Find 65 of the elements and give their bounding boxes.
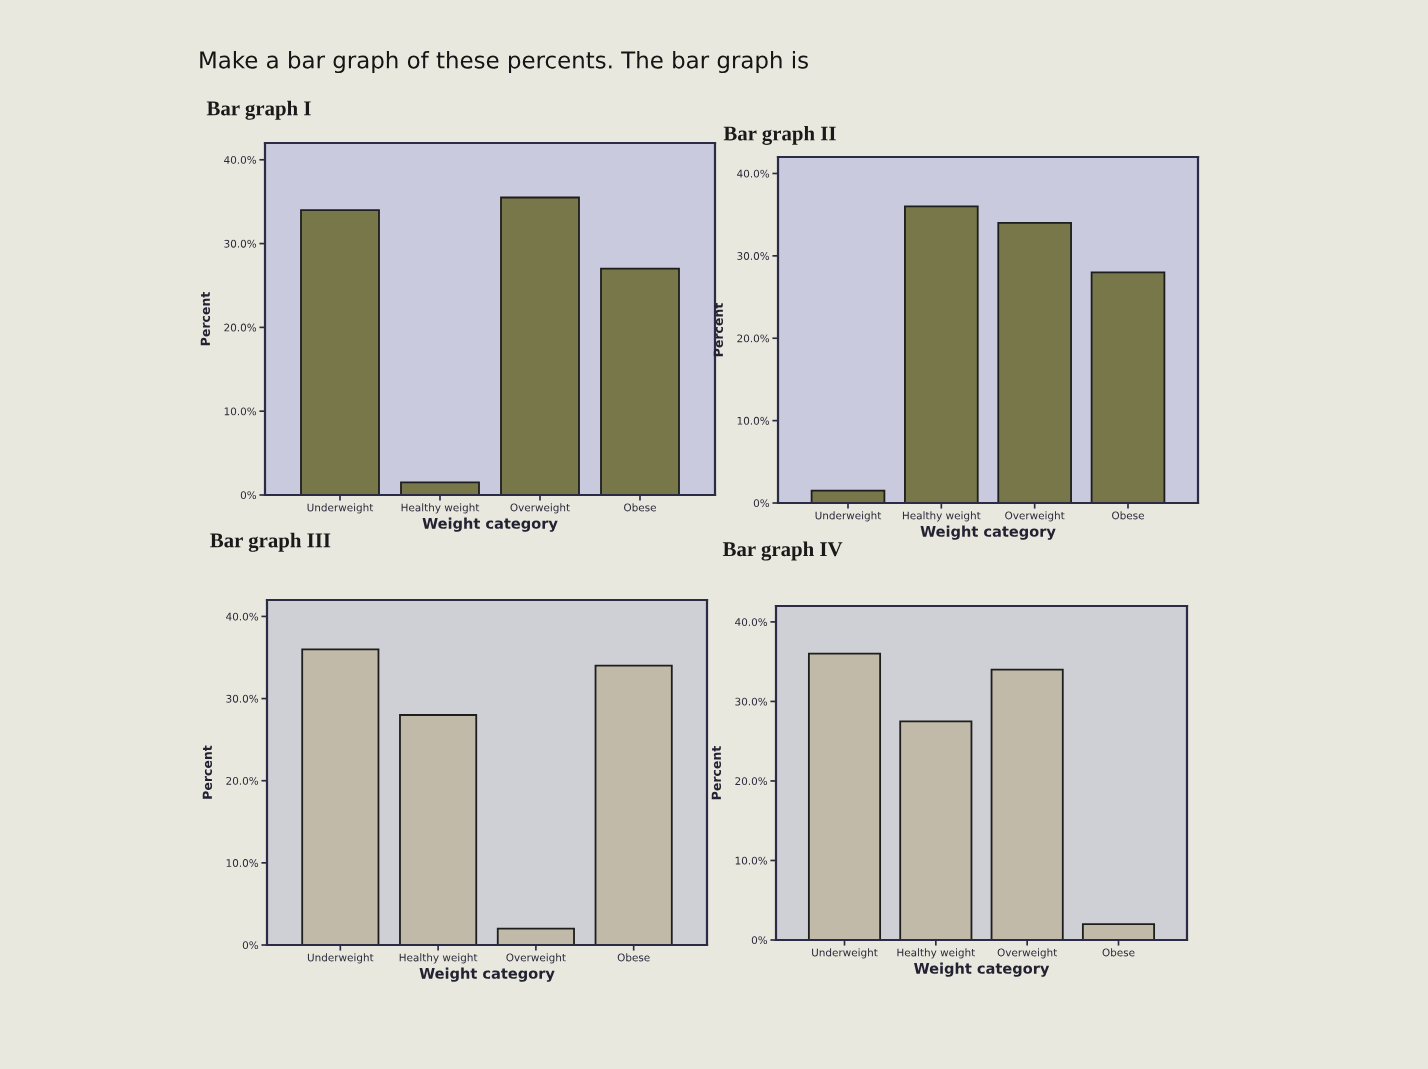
x-tick-label: Underweight bbox=[307, 953, 374, 964]
y-tick-label: 20.0% bbox=[226, 776, 259, 785]
x-tick-label: Healthy weight bbox=[401, 503, 480, 514]
y-tick-label: 30.0% bbox=[737, 252, 770, 260]
y-tick-label: 0% bbox=[240, 491, 257, 500]
x-axis-title: Weight category bbox=[920, 525, 1056, 540]
x-axis-title: Weight category bbox=[419, 967, 555, 982]
x-axis-title: Weight category bbox=[914, 962, 1050, 977]
chart-title: Bar graph IV bbox=[722, 541, 843, 561]
x-tick-label: Overweight bbox=[506, 953, 566, 964]
y-tick-label: 20.0% bbox=[224, 323, 257, 332]
y-tick-label: 10.0% bbox=[224, 407, 257, 416]
y-tick-label: 20.0% bbox=[735, 777, 768, 786]
y-axis-title: Percent bbox=[202, 745, 213, 799]
bar bbox=[810, 489, 886, 503]
x-tick-label: Overweight bbox=[1005, 511, 1065, 522]
bar bbox=[500, 196, 580, 495]
bar bbox=[300, 209, 380, 495]
y-tick-label: 20.0% bbox=[737, 334, 770, 343]
y-tick-label: 40.0% bbox=[735, 618, 768, 627]
x-tick-label: Obese bbox=[624, 503, 656, 512]
y-tick-label: 40.0% bbox=[226, 612, 259, 621]
bar bbox=[600, 267, 680, 495]
bar bbox=[301, 648, 380, 945]
chart-title: Bar graph III bbox=[210, 532, 331, 552]
y-tick-label: 30.0% bbox=[224, 239, 257, 248]
x-tick-label: Healthy weight bbox=[902, 511, 981, 522]
y-tick-label: 0% bbox=[753, 499, 770, 508]
bar bbox=[997, 221, 1072, 503]
y-axis-title: Percent bbox=[711, 746, 722, 800]
x-tick-label: Obese bbox=[1112, 511, 1144, 520]
x-tick-label: Obese bbox=[617, 953, 650, 962]
bar bbox=[1081, 923, 1156, 940]
x-tick-label: Overweight bbox=[997, 948, 1057, 959]
y-tick-label: 30.0% bbox=[226, 694, 259, 703]
bar bbox=[1090, 271, 1166, 503]
text: Make a bar graph of these percents. The bar graph is bbox=[200, 50, 808, 74]
bar bbox=[594, 664, 673, 945]
y-tick-label: 10.0% bbox=[735, 856, 768, 865]
y-tick-label: 10.0% bbox=[737, 416, 770, 425]
bar bbox=[807, 652, 882, 940]
x-tick-label: Underweight bbox=[307, 503, 374, 514]
y-axis-title: Percent bbox=[200, 292, 211, 346]
x-tick-label: Underweight bbox=[812, 948, 878, 959]
y-tick-label: 40.0% bbox=[737, 169, 770, 178]
y-tick-label: 10.0% bbox=[226, 859, 259, 867]
bar bbox=[496, 927, 575, 945]
bar bbox=[899, 720, 973, 940]
x-tick-label: Obese bbox=[1102, 948, 1135, 957]
x-tick-label: Healthy weight bbox=[897, 948, 975, 959]
chart-title: Bar graph I bbox=[206, 100, 311, 120]
y-tick-label: 0% bbox=[751, 936, 768, 945]
x-tick-label: Overweight bbox=[510, 503, 570, 514]
bar bbox=[400, 481, 480, 495]
y-tick-label: 40.0% bbox=[224, 155, 257, 164]
y-axis-title: Percent bbox=[713, 303, 724, 357]
x-axis-title: Weight category bbox=[422, 517, 558, 532]
y-tick-label: 0% bbox=[242, 941, 259, 950]
bar bbox=[399, 714, 478, 945]
x-tick-label: Healthy weight bbox=[399, 953, 478, 964]
bar bbox=[904, 205, 979, 503]
y-tick-label: 30.0% bbox=[735, 697, 768, 706]
x-tick-label: Underweight bbox=[815, 511, 882, 522]
bar bbox=[990, 668, 1064, 940]
chart-title: Bar graph II bbox=[723, 125, 836, 145]
